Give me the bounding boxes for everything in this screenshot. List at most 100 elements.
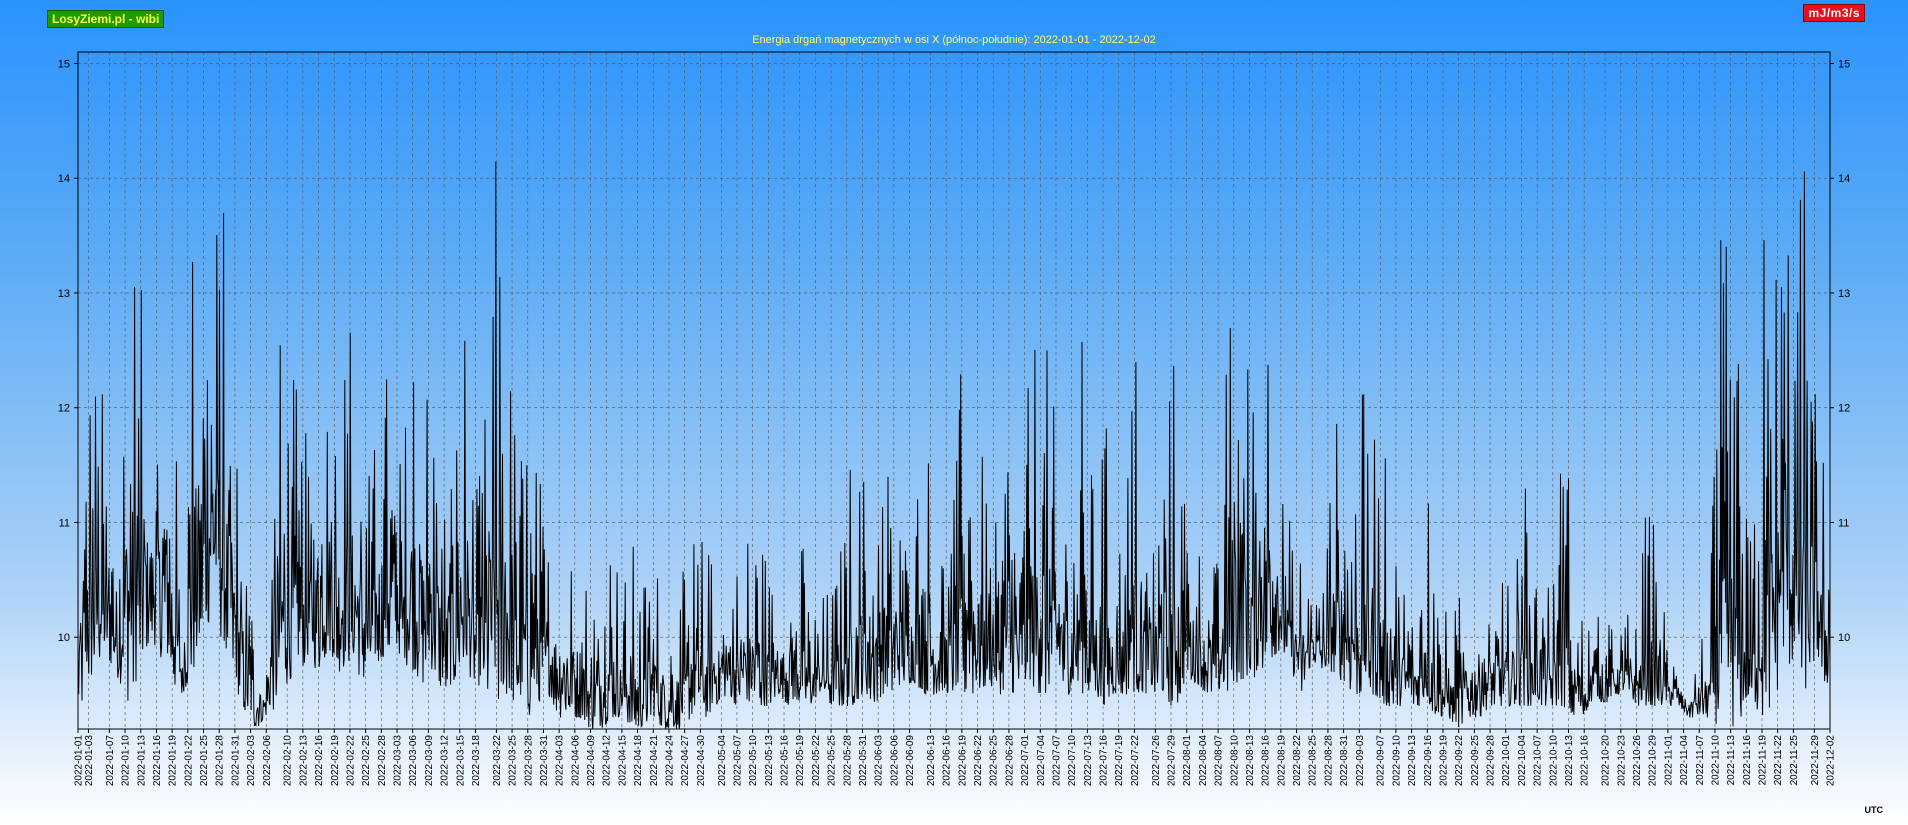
x-tick-label: 2022-11-04 (1679, 735, 1690, 786)
x-tick-label: 2022-02-06 (262, 735, 273, 787)
y-axis: 10 10 11 11 12 12 13 13 14 14 15 15 (58, 58, 1851, 644)
x-tick-label: 2022-05-10 (748, 735, 759, 787)
x-tick-label: 2022-07-26 (1151, 735, 1162, 787)
x-tick-label: 2022-03-22 (492, 735, 503, 787)
y-tick-label-right: 11 (1838, 517, 1849, 529)
x-tick-label: 2022-02-25 (361, 735, 372, 787)
x-tick-label: 2022-10-13 (1564, 735, 1575, 787)
x-tick-label: 2022-08-25 (1308, 735, 1319, 787)
x-tick-label: 2022-11-13 (1726, 735, 1737, 786)
x-tick-label: 2022-05-07 (732, 735, 743, 787)
x-tick-label: 2022-11-29 (1810, 735, 1821, 786)
x-tick-label: 2022-11-16 (1742, 735, 1753, 786)
x-tick-label: 2022-06-25 (989, 735, 1000, 787)
x-tick-label: 2022-10-23 (1616, 735, 1627, 787)
x-tick-label: 2022-02-13 (298, 735, 309, 787)
x-tick-label: 2022-01-16 (152, 735, 163, 787)
x-tick-label: 2022-01-22 (183, 735, 194, 787)
x-tick-label: 2022-11-19 (1758, 735, 1769, 786)
x-tick-label: 2022-06-16 (942, 735, 953, 787)
x-tick-label: 2022-02-28 (377, 735, 388, 787)
x-tick-label: 2022-08-01 (1182, 735, 1193, 787)
x-axis: 2022-01-01 2022-01-03 2022-01-07 2022-01-10… (74, 729, 1837, 786)
x-tick-label: 2022-11-10 (1710, 735, 1721, 786)
x-tick-label: 2022-03-06 (408, 735, 419, 787)
x-tick-label: 2022-08-22 (1292, 735, 1303, 787)
x-tick-label: 2022-08-16 (1261, 735, 1272, 787)
y-tick-label: 13 (58, 288, 70, 300)
x-tick-label: 2022-07-22 (1130, 735, 1141, 787)
x-tick-label: 2022-06-03 (874, 735, 885, 787)
x-tick-label: 2022-09-22 (1454, 735, 1465, 787)
x-tick-label: 2022-02-16 (314, 735, 325, 787)
x-tick-label: 2022-11-07 (1695, 735, 1706, 786)
x-tick-label: 2022-04-06 (570, 735, 581, 787)
x-tick-label: 2022-09-28 (1486, 735, 1497, 787)
x-tick-label: 2022-02-10 (283, 735, 294, 787)
x-tick-label: 2022-09-07 (1376, 735, 1387, 787)
x-tick-label: 2022-07-04 (1036, 735, 1047, 787)
x-tick-label: 2022-08-04 (1198, 735, 1209, 787)
x-tick-label: 2022-05-13 (764, 735, 775, 787)
x-tick-label: 2022-02-22 (345, 735, 356, 787)
x-tick-label: 2022-07-10 (1067, 735, 1078, 787)
x-tick-label: 2022-05-25 (827, 735, 838, 787)
x-tick-label: 2022-03-15 (455, 735, 466, 787)
x-tick-label: 2022-09-13 (1407, 735, 1418, 787)
x-tick-label: 2022-03-09 (424, 735, 435, 787)
x-tick-label: 2022-03-28 (523, 735, 534, 787)
x-tick-label: 2022-01-10 (121, 735, 132, 787)
x-tick-label: 2022-04-12 (602, 735, 613, 787)
y-tick-label-right: 13 (1838, 288, 1850, 300)
y-tick-label: 14 (58, 173, 70, 185)
y-tick-label-right: 12 (1838, 403, 1850, 415)
x-tick-label: 2022-10-04 (1517, 735, 1528, 787)
x-tick-label: 2022-12-02 (1826, 735, 1837, 787)
y-tick-label: 12 (58, 403, 70, 415)
x-tick-label: 2022-04-15 (617, 735, 628, 787)
y-tick-label: 10 (58, 632, 70, 644)
x-tick-label: 2022-11-25 (1789, 735, 1800, 786)
x-tick-label: 2022-07-07 (1051, 735, 1062, 787)
y-tick-label: 11 (59, 517, 70, 529)
x-tick-label: 2022-07-01 (1020, 735, 1031, 787)
x-tick-label: 2022-04-24 (664, 735, 675, 787)
x-tick-label: 2022-08-31 (1339, 735, 1350, 787)
x-tick-label: 2022-05-28 (842, 735, 853, 787)
x-tick-label: 2022-01-28 (215, 735, 226, 787)
x-tick-label: 2022-04-30 (696, 735, 707, 787)
plot-frame (77, 51, 1831, 730)
x-tick-label: 2022-01-03 (84, 735, 95, 787)
x-tick-label: 2022-06-19 (957, 735, 968, 787)
x-tick-label: 2022-09-16 (1423, 735, 1434, 787)
x-tick-label: 2022-06-09 (905, 735, 916, 787)
y-tick-label-right: 15 (1838, 58, 1850, 70)
x-tick-label: 2022-07-29 (1167, 735, 1178, 787)
x-tick-label: 2022-05-19 (795, 735, 806, 787)
x-tick-label: 2022-09-10 (1391, 735, 1402, 787)
x-tick-label: 2022-03-18 (471, 735, 482, 787)
utc-label: UTC (1864, 805, 1884, 815)
x-tick-label: 2022-10-10 (1548, 735, 1559, 787)
x-tick-label: 2022-03-12 (440, 735, 451, 787)
x-tick-label: 2022-09-25 (1470, 735, 1481, 787)
x-tick-label: 2022-01-01 (74, 735, 85, 787)
x-tick-label: 2022-04-27 (680, 735, 691, 787)
x-tick-label: 2022-06-28 (1004, 735, 1015, 787)
x-tick-label: 2022-02-03 (246, 735, 257, 787)
x-tick-label: 2022-09-19 (1438, 735, 1449, 787)
unit-badge: mJ/m3/s (1803, 4, 1865, 22)
y-tick-label-right: 14 (1838, 173, 1850, 185)
x-tick-label: 2022-01-07 (105, 735, 116, 787)
x-tick-label: 2022-08-13 (1245, 735, 1256, 787)
x-tick-label: 2022-03-03 (393, 735, 404, 787)
brand-badge[interactable]: LosyZiemi.pl - wibi (47, 10, 165, 28)
x-tick-label: 2022-05-16 (780, 735, 791, 787)
x-tick-label: 2022-05-22 (811, 735, 822, 787)
x-tick-label: 2022-06-22 (973, 735, 984, 787)
x-tick-label: 2022-10-07 (1533, 735, 1544, 787)
x-tick-label: 2022-04-21 (649, 735, 660, 787)
x-tick-label: 2022-03-31 (539, 735, 550, 787)
